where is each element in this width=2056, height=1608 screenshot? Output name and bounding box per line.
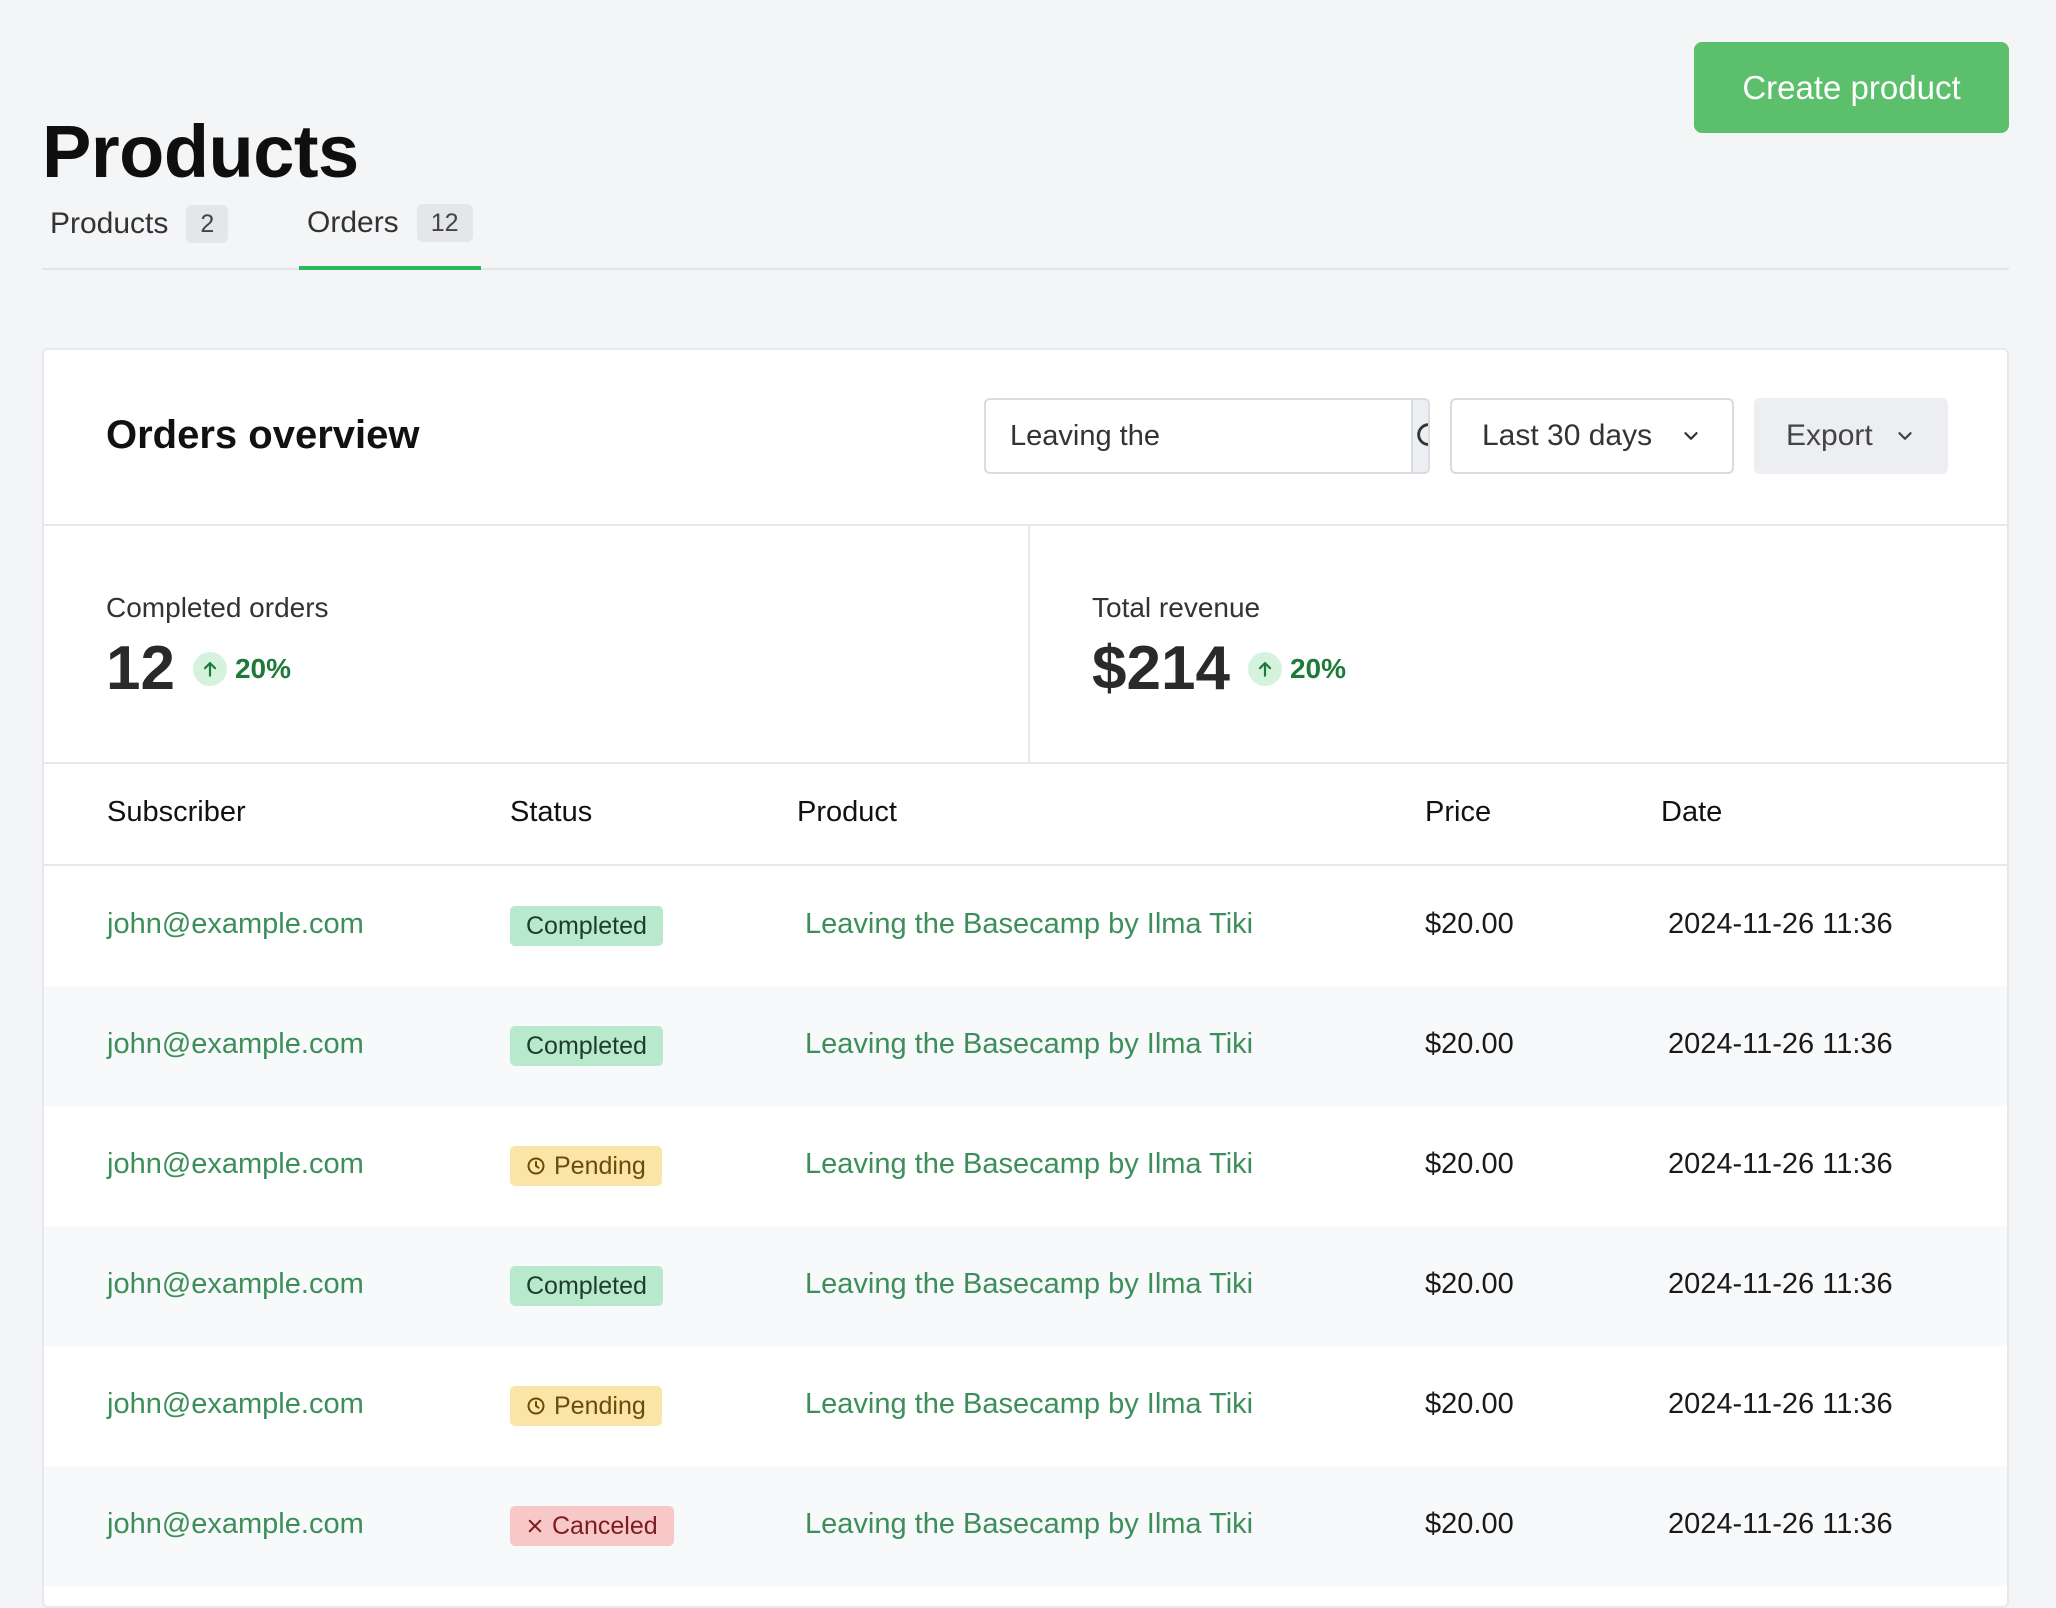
tab-label: Products xyxy=(50,207,169,240)
price-value: $20.00 xyxy=(1425,1508,1514,1540)
status-badge: Pending xyxy=(510,1386,662,1426)
stat-total-revenue: Total revenue $214 20% xyxy=(1030,524,2007,762)
date-value: 2024-11-26 11:36 xyxy=(1668,1028,1893,1060)
chevron-down-icon xyxy=(1684,432,1698,440)
date-range-select[interactable]: Last 30 days xyxy=(1450,398,1734,474)
card-title: Orders overview xyxy=(106,413,420,457)
product-link[interactable]: Leaving the Basecamp by Ilma Tiki xyxy=(805,1148,1254,1180)
search-box xyxy=(984,398,1430,474)
search-input[interactable] xyxy=(986,400,1411,472)
subscriber-email-link[interactable]: john@example.com xyxy=(107,1148,364,1180)
tab-count-badge: 2 xyxy=(186,205,229,243)
stat-delta: 20% xyxy=(192,652,292,686)
column-header-product: Product xyxy=(797,796,897,828)
search-icon xyxy=(1417,423,1428,446)
table-row: john@example.com Completed Leaving the Bas… xyxy=(44,866,2007,986)
clock-icon xyxy=(526,1156,546,1176)
table-row: john@example.com Completed Leaving the Bas… xyxy=(44,986,2007,1106)
price-value: $20.00 xyxy=(1425,1268,1514,1300)
stat-delta: 20% xyxy=(1247,652,1346,686)
stat-delta-value: 20% xyxy=(1289,653,1346,684)
status-label: Completed xyxy=(526,1031,647,1060)
card-header: Orders overview Last 30 days Export xyxy=(44,350,2007,526)
subscriber-email-link[interactable]: john@example.com xyxy=(107,1268,364,1300)
stat-completed-orders: Completed orders 12 20% xyxy=(44,524,1030,762)
tab-label: Orders xyxy=(307,206,399,239)
status-badge: Completed xyxy=(510,906,663,946)
table-row: john@example.com Canceled Leaving the Base… xyxy=(44,1466,2007,1586)
column-header-subscriber: Subscriber xyxy=(107,796,246,828)
status-label: Completed xyxy=(526,1271,647,1300)
subscriber-email-link[interactable]: john@example.com xyxy=(107,1508,364,1540)
table-row: john@example.com Pending Leaving the Basec… xyxy=(44,1106,2007,1226)
product-link[interactable]: Leaving the Basecamp by Ilma Tiki xyxy=(805,1388,1254,1420)
table-row: john@example.com Completed Leaving the Bas… xyxy=(44,1226,2007,1346)
date-range-value: Last 30 days xyxy=(1482,419,1653,452)
price-value: $20.00 xyxy=(1425,1028,1514,1060)
status-label: Canceled xyxy=(552,1511,658,1540)
arrow-up-icon xyxy=(192,652,227,686)
price-value: $20.00 xyxy=(1425,1388,1514,1420)
date-value: 2024-11-26 11:36 xyxy=(1668,1508,1893,1540)
status-badge: Completed xyxy=(510,1026,663,1066)
price-value: $20.00 xyxy=(1425,1148,1514,1180)
stat-label: Completed orders xyxy=(106,592,329,623)
price-value: $20.00 xyxy=(1425,908,1514,940)
create-product-button[interactable]: Create product xyxy=(1694,42,2009,133)
x-icon xyxy=(526,1517,544,1535)
stat-label: Total revenue xyxy=(1092,592,1261,623)
stats-row: Completed orders 12 20% Total revenue $2… xyxy=(44,524,2007,764)
status-badge: Completed xyxy=(510,1266,663,1306)
clock-icon xyxy=(526,1396,546,1416)
search-button[interactable] xyxy=(1411,400,1428,472)
status-label: Pending xyxy=(554,1151,646,1180)
page-title: Products xyxy=(42,109,359,193)
stat-value: 12 xyxy=(106,634,175,703)
column-header-price: Price xyxy=(1425,796,1492,828)
export-label: Export xyxy=(1786,419,1873,452)
status-badge: Pending xyxy=(510,1146,662,1186)
subscriber-email-link[interactable]: john@example.com xyxy=(107,1028,364,1060)
tab-count-badge: 12 xyxy=(416,204,473,242)
date-value: 2024-11-26 11:36 xyxy=(1668,1388,1893,1420)
stat-delta-value: 20% xyxy=(234,653,292,684)
product-link[interactable]: Leaving the Basecamp by Ilma Tiki xyxy=(805,1028,1254,1060)
table-row: john@example.com Pending Leaving the Basec… xyxy=(44,1346,2007,1466)
date-value: 2024-11-26 11:36 xyxy=(1668,1148,1893,1180)
column-header-status: Status xyxy=(510,796,593,828)
date-value: 2024-11-26 11:36 xyxy=(1668,1268,1893,1300)
tab-bar: Products 2 Orders 12 xyxy=(42,180,2009,270)
status-label: Completed xyxy=(526,911,647,940)
stat-value: $214 xyxy=(1092,634,1230,703)
export-button[interactable]: Export xyxy=(1754,398,1948,474)
date-value: 2024-11-26 11:36 xyxy=(1668,908,1893,940)
product-link[interactable]: Leaving the Basecamp by Ilma Tiki xyxy=(805,1268,1254,1300)
product-link[interactable]: Leaving the Basecamp by Ilma Tiki xyxy=(805,1508,1254,1540)
orders-overview-card: Orders overview Last 30 days Export Comp… xyxy=(42,348,2009,1608)
orders-table-body: john@example.com Completed Leaving the Bas… xyxy=(44,866,2007,1586)
tab-orders[interactable]: Orders 12 xyxy=(299,180,481,270)
column-header-date: Date xyxy=(1661,796,1723,828)
subscriber-email-link[interactable]: john@example.com xyxy=(107,1388,364,1420)
subscriber-email-link[interactable]: john@example.com xyxy=(107,908,364,940)
status-badge: Canceled xyxy=(510,1506,674,1546)
table-header: Subscriber Status Product Price Date xyxy=(44,762,2007,866)
tab-products[interactable]: Products 2 xyxy=(42,180,236,268)
product-link[interactable]: Leaving the Basecamp by Ilma Tiki xyxy=(805,908,1254,940)
chevron-down-icon xyxy=(1898,432,1912,440)
arrow-up-icon xyxy=(1247,652,1282,686)
status-label: Pending xyxy=(554,1391,646,1420)
